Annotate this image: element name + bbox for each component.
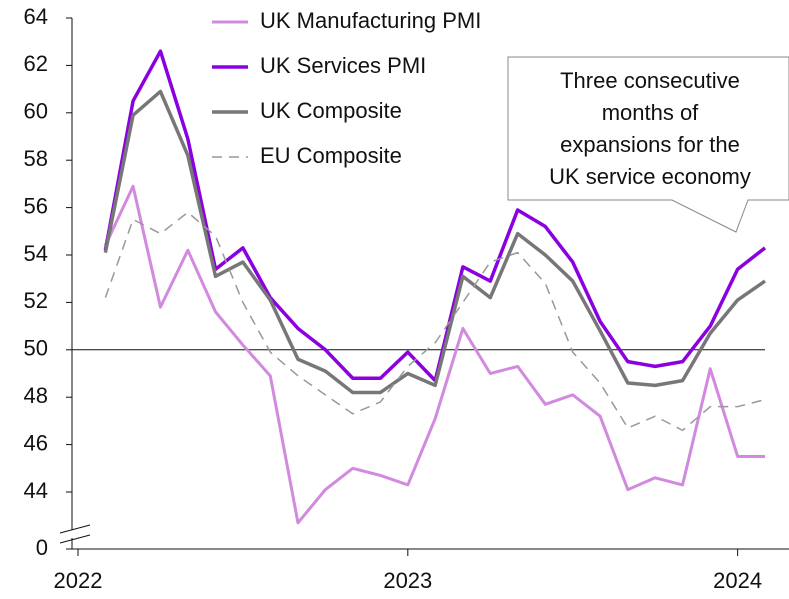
- series-line: [104, 211, 766, 432]
- y-tick-label: 54: [24, 241, 48, 266]
- y-tick-label: 48: [24, 383, 48, 408]
- y-tick-label: 44: [24, 478, 48, 503]
- legend-label: UK Composite: [260, 98, 402, 123]
- axis-break-gap: [60, 530, 90, 538]
- annotation-text: expansions for the: [560, 132, 740, 157]
- annotation-text: Three consecutive: [560, 68, 740, 93]
- y-tick-label: 50: [24, 336, 48, 361]
- y-tick-label: 46: [24, 430, 48, 455]
- series-line: [103, 89, 766, 395]
- x-tick-label: 2022: [54, 568, 103, 593]
- legend-label: EU Composite: [260, 143, 402, 168]
- annotation-box: [507, 56, 789, 233]
- y-tick-label: 62: [24, 51, 48, 76]
- y-tick-label: 60: [24, 99, 48, 124]
- annotation-text: UK service economy: [549, 164, 751, 189]
- axis-break: [59, 524, 91, 534]
- y-tick-label: 56: [24, 193, 48, 218]
- legend-label: UK Manufacturing PMI: [260, 8, 481, 33]
- series-line: [104, 184, 765, 525]
- axis-break: [59, 534, 91, 544]
- y-tick-label: 58: [24, 146, 48, 171]
- annotation-text: months of: [602, 100, 699, 125]
- y-tick-label: 64: [24, 4, 48, 29]
- legend-label: UK Services PMI: [260, 53, 426, 78]
- y-tick-label: 52: [24, 288, 48, 313]
- x-tick-label: 2023: [383, 568, 432, 593]
- x-tick-label: 2024: [713, 568, 762, 593]
- y-tick-label: 0: [36, 535, 48, 560]
